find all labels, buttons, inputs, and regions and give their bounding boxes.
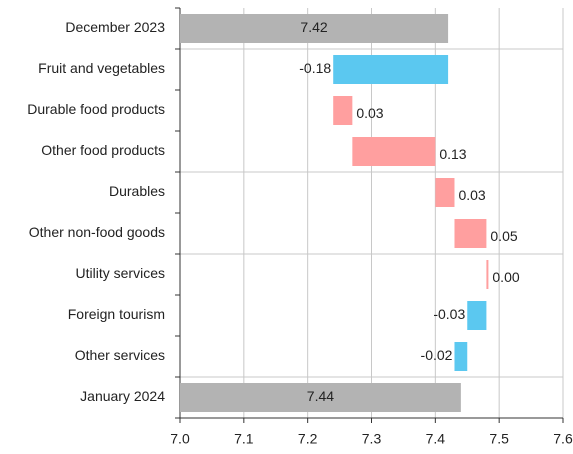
bar — [435, 178, 455, 207]
bar — [454, 219, 487, 248]
value-label: 0.03 — [458, 187, 485, 203]
value-label: 0.05 — [490, 228, 517, 244]
x-tick-label: 7.5 — [489, 431, 509, 447]
x-tick-label: 7.1 — [234, 431, 254, 447]
x-tick-label: 7.4 — [426, 431, 446, 447]
bar — [180, 14, 449, 43]
y-tick-label: Other services — [75, 347, 165, 363]
value-label: -0.02 — [421, 347, 453, 363]
x-tick-label: 7.2 — [298, 431, 318, 447]
x-tick-label: 7.3 — [362, 431, 382, 447]
value-label: -0.18 — [299, 60, 331, 76]
value-label: 0.03 — [356, 105, 383, 121]
value-label: 7.44 — [307, 388, 334, 404]
value-label: 0.13 — [439, 146, 466, 162]
y-tick-label: Utility services — [76, 265, 165, 281]
y-tick-label: January 2024 — [80, 388, 165, 404]
y-tick-label: Other food products — [41, 142, 165, 158]
bar — [333, 55, 449, 84]
bar — [333, 96, 353, 125]
y-tick-label: Foreign tourism — [68, 306, 165, 322]
bar — [180, 383, 461, 412]
value-label: 7.42 — [300, 19, 327, 35]
bar — [467, 301, 487, 330]
x-tick-label: 7.0 — [170, 431, 190, 447]
value-label: 0.00 — [492, 269, 519, 285]
x-tick-label: 7.6 — [553, 431, 573, 447]
bar — [352, 137, 436, 166]
bar — [486, 260, 489, 289]
bar — [454, 342, 468, 371]
y-tick-label: Fruit and vegetables — [38, 60, 165, 76]
y-tick-label: Durable food products — [27, 101, 165, 117]
y-tick-label: Durables — [109, 183, 165, 199]
y-tick-label: December 2023 — [65, 19, 165, 35]
y-tick-label: Other non-food goods — [29, 224, 165, 240]
value-label: -0.03 — [433, 306, 465, 322]
